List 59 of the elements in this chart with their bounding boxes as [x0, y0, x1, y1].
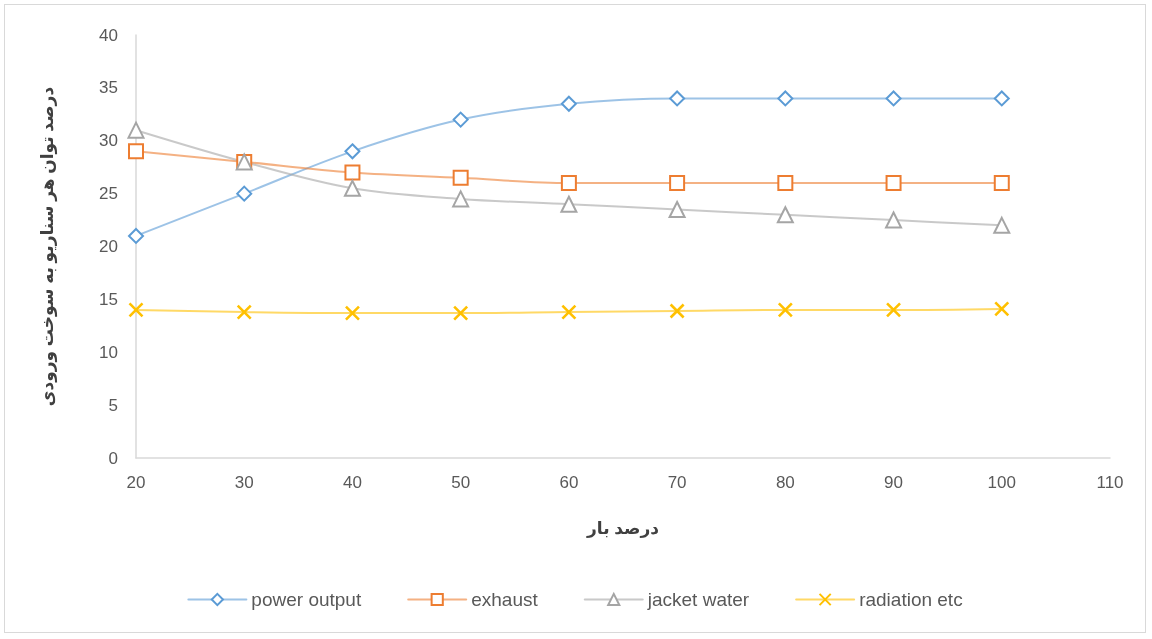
- point: [885, 90, 902, 107]
- point: [452, 111, 469, 128]
- y-tick-label: 40: [99, 25, 118, 45]
- y-tick-label: 5: [108, 395, 118, 415]
- x-tick-label: 50: [451, 473, 471, 492]
- x-axis-title: درصد بار: [585, 519, 660, 538]
- point: [344, 305, 361, 321]
- legend-label: exhaust: [471, 589, 539, 610]
- point: [669, 175, 686, 192]
- x-tick-label: 20: [126, 473, 146, 492]
- point: [560, 175, 577, 192]
- y-tick-label: 20: [99, 237, 118, 256]
- legend-label: power output: [251, 589, 362, 610]
- y-axis-title: درصد توان هر سناریو به سوخت ورودی: [38, 86, 58, 407]
- point: [452, 169, 469, 186]
- point: [776, 206, 794, 224]
- x-tick-label: 100: [987, 473, 1016, 492]
- y-tick-label: 25: [99, 184, 118, 204]
- x-tick-label: 70: [667, 473, 687, 492]
- point: [452, 190, 470, 208]
- x-tick-label: 80: [775, 473, 795, 492]
- point: [993, 301, 1010, 317]
- point: [885, 175, 902, 192]
- point: [128, 302, 144, 318]
- y-tick-label: 35: [99, 78, 118, 98]
- point: [452, 305, 469, 321]
- point: [777, 302, 794, 318]
- point: [343, 179, 361, 197]
- point: [993, 216, 1011, 234]
- point: [993, 175, 1010, 192]
- y-tick-label: 10: [99, 342, 118, 362]
- point: [993, 90, 1010, 107]
- point: [128, 143, 144, 160]
- point: [668, 200, 686, 218]
- point: [127, 121, 145, 139]
- y-tick-label: 15: [99, 289, 118, 309]
- point: [777, 90, 794, 107]
- y-tick-label: 0: [108, 448, 118, 468]
- point: [560, 95, 577, 112]
- point: [344, 143, 361, 160]
- x-tick-label: 90: [884, 473, 904, 492]
- point: [128, 227, 144, 244]
- point: [560, 195, 578, 213]
- point: [885, 211, 903, 229]
- point: [669, 303, 685, 319]
- legend-label: jacket water: [646, 589, 750, 610]
- point: [885, 302, 902, 318]
- point: [561, 304, 577, 320]
- y-tick-label: 30: [99, 131, 118, 151]
- x-tick-label: 60: [559, 473, 579, 492]
- point: [236, 185, 253, 202]
- x-tick-label: 40: [342, 473, 362, 492]
- x-tick-label: 30: [234, 473, 254, 492]
- point: [777, 175, 794, 192]
- point: [236, 304, 253, 320]
- legend-label: radiation etc: [859, 589, 963, 610]
- x-tick-label: 110: [1096, 473, 1124, 492]
- point: [344, 164, 361, 181]
- point: [669, 90, 686, 107]
